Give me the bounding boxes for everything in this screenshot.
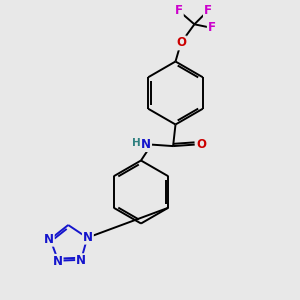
Text: F: F — [175, 4, 183, 17]
Text: F: F — [208, 21, 216, 34]
Text: N: N — [141, 138, 151, 151]
Text: N: N — [44, 233, 54, 246]
Text: H: H — [131, 138, 140, 148]
Text: O: O — [196, 137, 206, 151]
Text: F: F — [204, 4, 212, 17]
Text: N: N — [76, 254, 86, 267]
Text: O: O — [176, 36, 186, 50]
Text: N: N — [52, 255, 63, 268]
Text: N: N — [83, 231, 93, 244]
